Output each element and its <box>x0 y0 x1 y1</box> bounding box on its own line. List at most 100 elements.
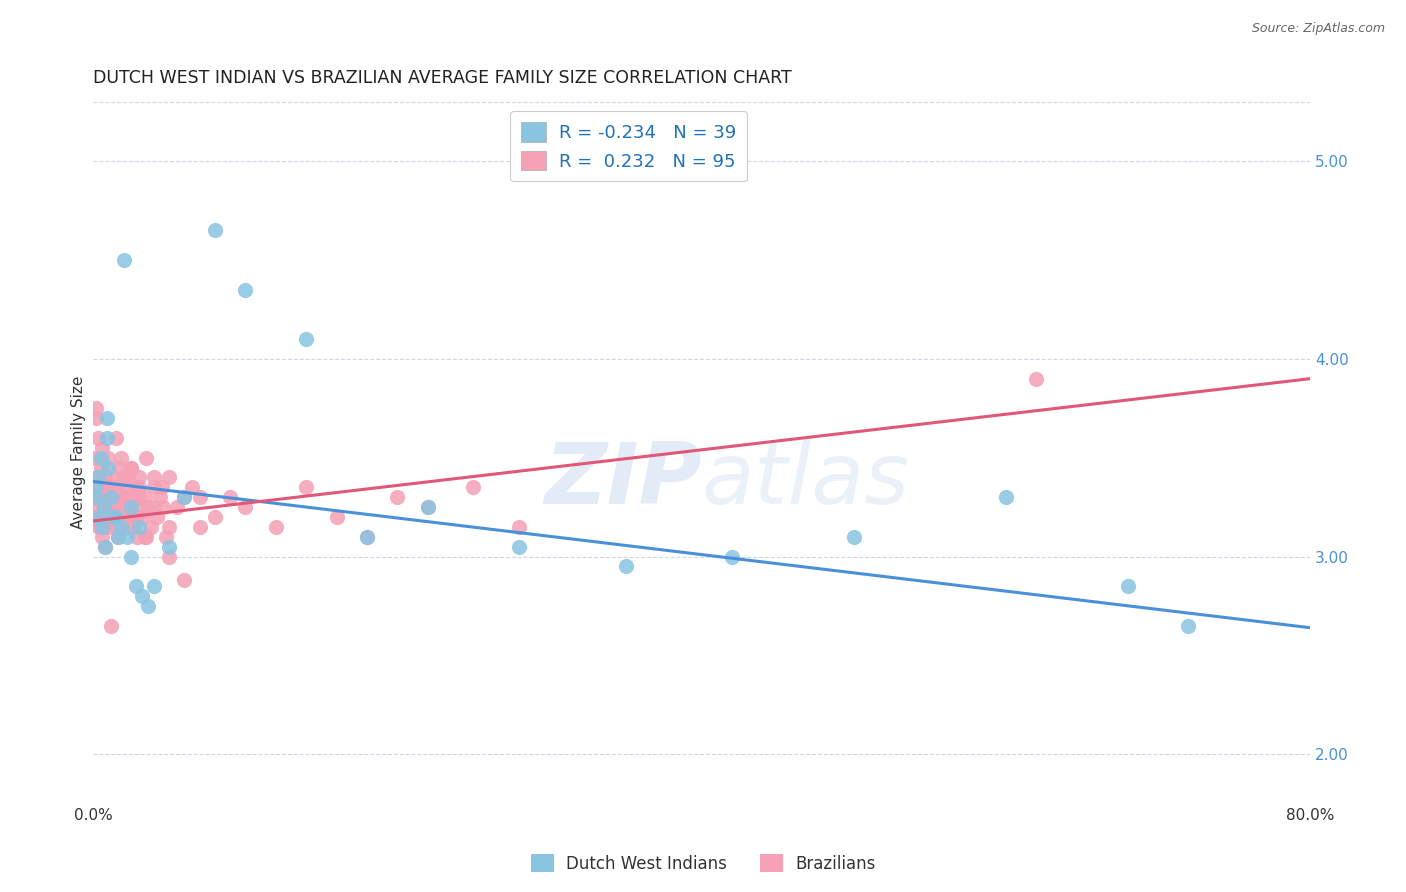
Point <box>94 510 117 524</box>
Point <box>89 520 111 534</box>
Point <box>157 520 180 534</box>
Point <box>173 490 195 504</box>
Point <box>157 540 180 554</box>
Point <box>120 460 142 475</box>
Point <box>98 490 121 504</box>
Point <box>128 490 150 504</box>
Point <box>105 431 128 445</box>
Point <box>91 441 114 455</box>
Point <box>233 500 256 515</box>
Point <box>91 520 114 534</box>
Point <box>87 500 110 515</box>
Point <box>97 450 120 465</box>
Point <box>89 480 111 494</box>
Point <box>83 490 105 504</box>
Point <box>134 530 156 544</box>
Text: atlas: atlas <box>702 440 910 523</box>
Point <box>135 450 157 465</box>
Point <box>89 510 111 524</box>
Point <box>188 520 211 534</box>
Point <box>721 549 744 564</box>
Point <box>103 510 125 524</box>
Point <box>120 549 142 564</box>
Point <box>204 223 226 237</box>
Point <box>122 520 145 534</box>
Legend: Dutch West Indians, Brazilians: Dutch West Indians, Brazilians <box>524 847 882 880</box>
Point <box>614 559 637 574</box>
Point <box>143 480 166 494</box>
Point <box>463 480 485 494</box>
Point <box>91 500 114 515</box>
Point <box>264 520 287 534</box>
Point <box>90 450 112 465</box>
Point <box>86 470 108 484</box>
Point <box>1116 579 1139 593</box>
Point <box>143 579 166 593</box>
Point <box>166 500 188 515</box>
Point <box>994 490 1017 504</box>
Point <box>387 490 409 504</box>
Point <box>118 500 141 515</box>
Point <box>84 401 107 416</box>
Point <box>83 450 105 465</box>
Point <box>127 530 149 544</box>
Point <box>356 530 378 544</box>
Point <box>115 530 138 544</box>
Point <box>94 540 117 554</box>
Point <box>136 500 159 515</box>
Point <box>295 480 318 494</box>
Point <box>233 283 256 297</box>
Point <box>173 490 195 504</box>
Point <box>155 530 177 544</box>
Point <box>111 490 134 504</box>
Point <box>325 510 347 524</box>
Point <box>152 500 174 515</box>
Point <box>131 589 153 603</box>
Point <box>93 520 115 534</box>
Point <box>93 500 115 515</box>
Point <box>112 510 135 524</box>
Point <box>94 540 117 554</box>
Point <box>1025 372 1047 386</box>
Point <box>149 490 172 504</box>
Point <box>128 500 150 515</box>
Point <box>181 480 204 494</box>
Point <box>143 500 166 515</box>
Point <box>110 520 132 534</box>
Point <box>136 599 159 613</box>
Point <box>115 520 138 534</box>
Point <box>188 490 211 504</box>
Point <box>107 530 129 544</box>
Point <box>173 574 195 588</box>
Point <box>150 480 173 494</box>
Point <box>204 510 226 524</box>
Point <box>416 500 439 515</box>
Point <box>121 510 143 524</box>
Point <box>120 460 142 475</box>
Point <box>416 500 439 515</box>
Point <box>135 530 157 544</box>
Point <box>87 431 110 445</box>
Point <box>100 480 122 494</box>
Point <box>131 510 153 524</box>
Point <box>128 470 150 484</box>
Point <box>128 520 150 534</box>
Point <box>94 500 117 515</box>
Point <box>103 510 125 524</box>
Point <box>96 411 118 425</box>
Point <box>117 470 139 484</box>
Point <box>107 520 129 534</box>
Point <box>128 480 150 494</box>
Point <box>84 490 107 504</box>
Point <box>96 480 118 494</box>
Point <box>146 510 169 524</box>
Point <box>143 470 166 484</box>
Point <box>356 530 378 544</box>
Point <box>125 480 148 494</box>
Point <box>120 490 142 504</box>
Point <box>97 500 120 515</box>
Point <box>107 530 129 544</box>
Text: Source: ZipAtlas.com: Source: ZipAtlas.com <box>1251 22 1385 36</box>
Point <box>100 618 122 632</box>
Point <box>94 470 117 484</box>
